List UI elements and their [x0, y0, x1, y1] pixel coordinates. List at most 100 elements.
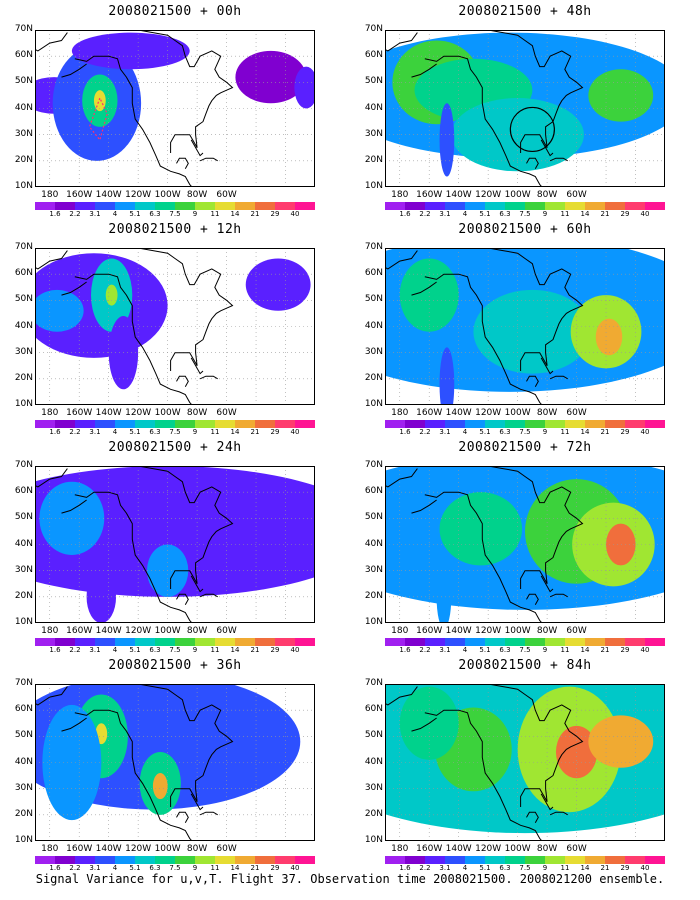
colorbar-swatch [445, 638, 465, 646]
longitude-label: 120W [475, 626, 502, 636]
colorbar-swatch [175, 638, 195, 646]
signal-variance-map [35, 684, 315, 841]
colorbar-tick-label: 7.5 [519, 428, 531, 436]
colorbar-swatch [625, 638, 645, 646]
panel-title: 2008021500 + 24h [108, 440, 242, 455]
coastline [199, 593, 218, 598]
longitude-label: 120W [125, 626, 152, 636]
colorbar-swatch [585, 638, 605, 646]
longitude-label: 140W [95, 190, 122, 200]
colorbar-swatch [605, 202, 625, 210]
longitude-label: 160W [416, 844, 443, 854]
coastline [385, 250, 418, 270]
colorbar-tick-label: 21 [600, 864, 610, 872]
variance-contour [595, 318, 623, 356]
coastline [138, 684, 234, 807]
longitude-label: 180 [41, 408, 59, 418]
map-panels-grid: 2008021500 + 00h 70N 60N 50N 40N 30N 20N 10N 180… [0, 0, 700, 872]
colorbar-swatch [215, 420, 235, 428]
longitude-label: 60W [216, 844, 237, 854]
colorbar-tick-label: 7.5 [519, 646, 531, 654]
map-panel: 2008021500 + 00h 70N 60N 50N 40N 30N 20N 10N 180… [0, 0, 350, 218]
colorbar-tick-label: 29 [620, 646, 630, 654]
latitude-label: 20N [14, 590, 33, 601]
colorbar-tick-label: 1.6 [399, 428, 411, 436]
longitude-label: 140W [445, 408, 472, 418]
colorbar [35, 856, 315, 864]
longitude-label: 80W [536, 626, 558, 636]
colorbar-tick-label: 4 [112, 210, 118, 218]
coastline [411, 281, 437, 296]
colorbar-swatch [625, 856, 645, 864]
colorbar-tick-label: 6.3 [499, 864, 511, 872]
target-circle [509, 106, 555, 153]
colorbar-swatch [195, 420, 215, 428]
colorbar-swatch [115, 202, 135, 210]
colorbar-tick-label: 40 [290, 428, 300, 436]
colorbar-swatch [55, 420, 75, 428]
colorbar-tick-label: 14 [230, 210, 240, 218]
colorbar-tick-label: 29 [270, 646, 280, 654]
coastline [411, 63, 437, 78]
colorbar-tick-label: 3.1 [439, 864, 451, 872]
coastline [411, 499, 437, 514]
variance-contour [436, 565, 452, 623]
colorbar-tick-label: 21 [250, 646, 260, 654]
colorbar-tick-label: 14 [230, 864, 240, 872]
coastline [74, 273, 193, 405]
longitude-label: 80W [186, 626, 208, 636]
colorbar-tick-label: 29 [270, 864, 280, 872]
longitude-label: 60W [566, 844, 587, 854]
colorbar-swatch [95, 202, 115, 210]
latitude-label: 60N [14, 268, 33, 279]
latitude-label: 70N [364, 678, 383, 688]
colorbar-swatch [135, 202, 155, 210]
map-panel: 2008021500 + 48h 70N 60N 50N 40N 30N 20N 10N 180… [350, 0, 700, 218]
colorbar-swatch [445, 856, 465, 864]
colorbar-tick-label: 7.5 [169, 210, 181, 218]
coastline [35, 32, 68, 52]
longitude-label: 80W [186, 844, 208, 854]
map-panel: 2008021500 + 84h 70N 60N 50N 40N 30N 20N 10N 180… [350, 654, 700, 872]
longitude-label: 180 [391, 844, 409, 854]
coastline [385, 686, 418, 706]
colorbar-tick-label: 29 [270, 428, 280, 436]
colorbar-tick-label: 6.3 [499, 210, 511, 218]
longitude-label: 180 [391, 190, 409, 200]
variance-contour [235, 50, 307, 104]
coastline [61, 499, 87, 514]
variance-contour [439, 347, 455, 405]
coastline [526, 157, 539, 169]
colorbar-swatch [275, 638, 295, 646]
colorbar-swatch [485, 420, 505, 428]
colorbar-swatch [115, 638, 135, 646]
colorbar-swatch [405, 202, 425, 210]
longitude-label: 160W [66, 844, 93, 854]
latitude-label: 60N [14, 50, 33, 61]
colorbar-tick-label: 5.1 [129, 864, 141, 872]
panel-title: 2008021500 + 72h [458, 440, 592, 455]
longitude-label: 80W [536, 190, 558, 200]
latitude-label: 40N [14, 538, 33, 549]
colorbar-swatch [425, 202, 445, 210]
longitude-label: 80W [536, 844, 558, 854]
colorbar-tick-label: 1.6 [49, 864, 61, 872]
colorbar-tick-label: 5.1 [479, 428, 491, 436]
colorbar-swatch [485, 202, 505, 210]
colorbar-tick-label: 7.5 [169, 864, 181, 872]
colorbar [35, 202, 315, 210]
longitude-label: 80W [186, 408, 208, 418]
colorbar-swatch [425, 420, 445, 428]
latitude-label: 10N [14, 617, 33, 627]
colorbar-tick-label: 2.2 [419, 210, 431, 218]
colorbar-tick-label: 14 [230, 428, 240, 436]
colorbar-swatch [195, 638, 215, 646]
latitude-label: 40N [364, 320, 383, 331]
colorbar-swatch [95, 856, 115, 864]
coastline [190, 575, 204, 593]
coastline [199, 157, 218, 162]
colorbar-swatch [545, 420, 565, 428]
colorbar-swatch [525, 638, 545, 646]
colorbar-tick-label: 21 [600, 428, 610, 436]
colorbar-swatch [295, 202, 315, 210]
